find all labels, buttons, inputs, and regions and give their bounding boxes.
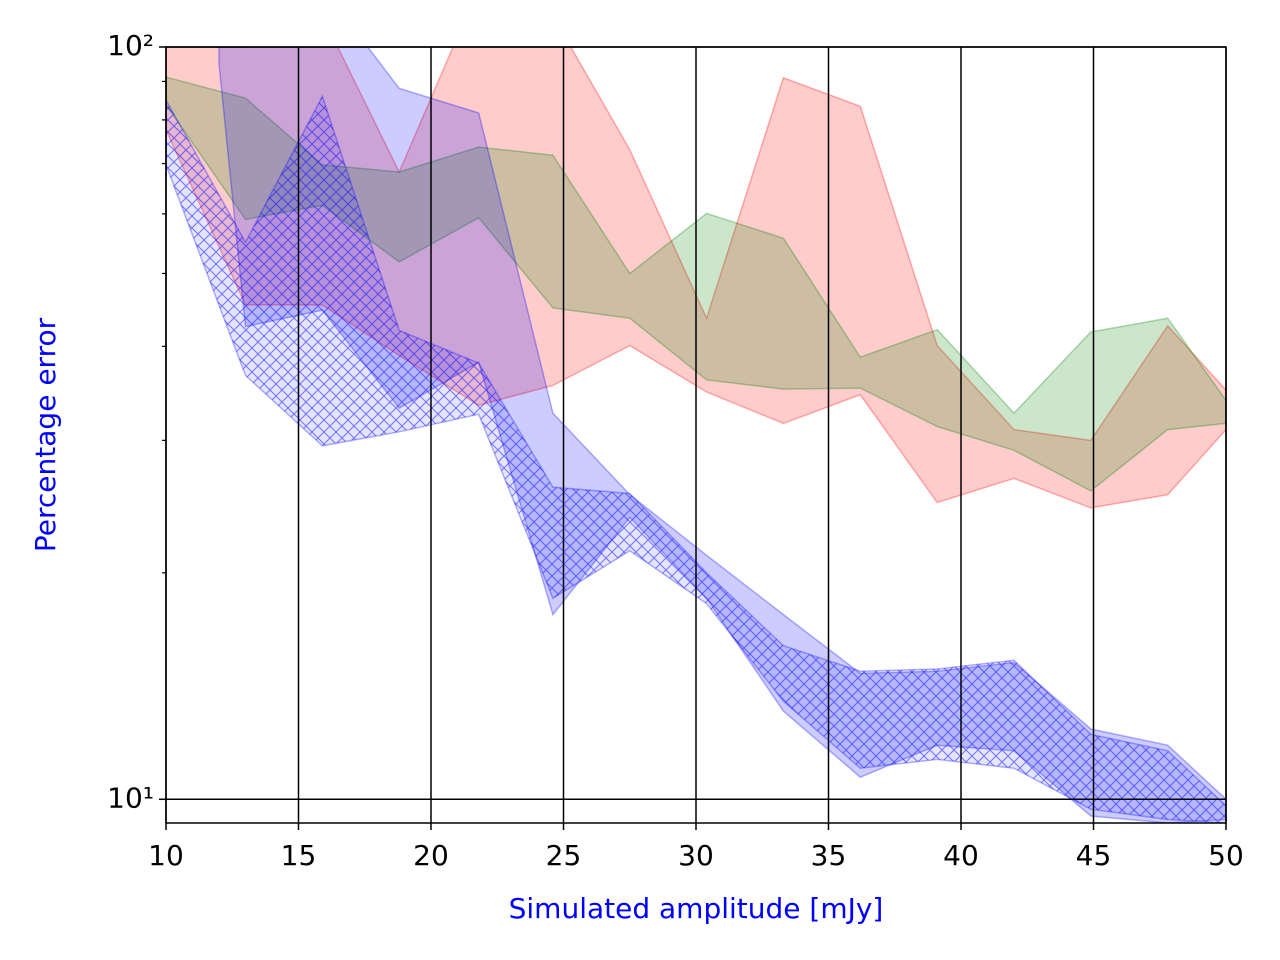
x-tick-label: 20 <box>413 839 449 872</box>
x-tick-label: 40 <box>943 839 979 872</box>
x-tick-label: 45 <box>1076 839 1112 872</box>
plot-frame <box>165 46 1227 824</box>
band <box>218 47 1226 823</box>
x-tick-label: 15 <box>281 839 317 872</box>
y-tick-label: 10¹ <box>107 781 154 814</box>
y-axis-label: Percentage error <box>29 317 62 552</box>
y-tick-label: 10² <box>107 29 154 62</box>
x-axis-label: Simulated amplitude [mJy] <box>509 892 884 925</box>
x-tick-label: 50 <box>1208 839 1244 872</box>
x-tick-label: 25 <box>546 839 582 872</box>
x-tick-label: 10 <box>148 839 184 872</box>
hatched-band <box>166 94 1226 823</box>
x-tick-label: 30 <box>678 839 714 872</box>
hatched-band-tint <box>166 96 1226 823</box>
x-tick-label: 35 <box>811 839 847 872</box>
